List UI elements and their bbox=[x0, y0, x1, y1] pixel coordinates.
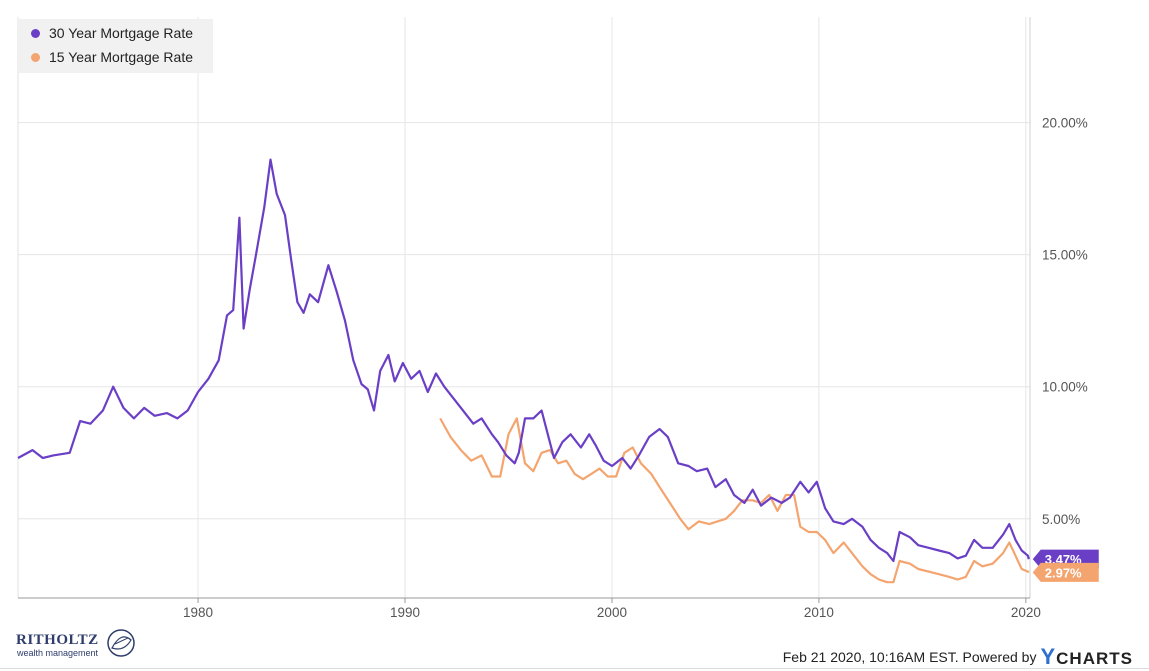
legend-item-15yr[interactable]: 15 Year Mortgage Rate bbox=[18, 46, 193, 68]
ycharts-logo[interactable]: YCHARTS bbox=[1040, 644, 1133, 670]
x-tick-label: 1980 bbox=[183, 605, 213, 620]
ritholtz-logo: RITHOLTZ wealth management bbox=[14, 626, 144, 660]
legend-dot-15yr bbox=[31, 52, 40, 62]
y-tick-label: 10.00% bbox=[1042, 380, 1088, 395]
gridlines bbox=[17, 17, 1031, 598]
x-tick-label: 2010 bbox=[804, 605, 834, 620]
ycharts-y-icon: Y bbox=[1040, 644, 1057, 669]
legend-dot-30yr bbox=[31, 28, 40, 38]
end-label-value-15yr: 2.97% bbox=[1045, 565, 1082, 580]
end-label-tag-15yr bbox=[1032, 562, 1099, 582]
legend-label-15yr: 15 Year Mortgage Rate bbox=[49, 49, 193, 65]
brand-emblem-icon bbox=[107, 629, 135, 657]
timestamp-text: Feb 21 2020, 10:16AM EST. Powered by bbox=[782, 649, 1037, 665]
legend: 30 Year Mortgage Rate 15 Year Mortgage R… bbox=[18, 19, 213, 73]
x-tick-label: 2020 bbox=[1011, 605, 1041, 620]
x-tick-label: 1990 bbox=[390, 605, 420, 620]
series-line-30yr bbox=[17, 158, 1030, 563]
y-tick-label: 20.00% bbox=[1042, 116, 1088, 131]
legend-label-30yr: 30 Year Mortgage Rate bbox=[49, 25, 193, 41]
brand-subtitle: wealth management bbox=[17, 648, 99, 658]
y-tick-label: 15.00% bbox=[1042, 248, 1088, 263]
brand-name: RITHOLTZ bbox=[16, 632, 99, 648]
y-tick-label: 5.00% bbox=[1042, 512, 1080, 527]
axis-labels: 5.00% 10.00% 15.00% 20.00% 1980 1990 2000 2010 2… bbox=[18, 116, 1088, 620]
legend-item-30yr[interactable]: 30 Year Mortgage Rate bbox=[18, 22, 193, 44]
x-tick-label: 2000 bbox=[597, 605, 627, 620]
ycharts-wordmark: CHARTS bbox=[1056, 649, 1133, 668]
footer-credit: Feb 21 2020, 10:16AM EST. Powered by YCH… bbox=[783, 644, 1133, 670]
bottom-divider bbox=[0, 668, 1149, 669]
series-line-15yr bbox=[439, 417, 1030, 584]
end-value-labels: 3.47%2.97% bbox=[1032, 549, 1099, 582]
series-lines bbox=[17, 158, 1030, 584]
